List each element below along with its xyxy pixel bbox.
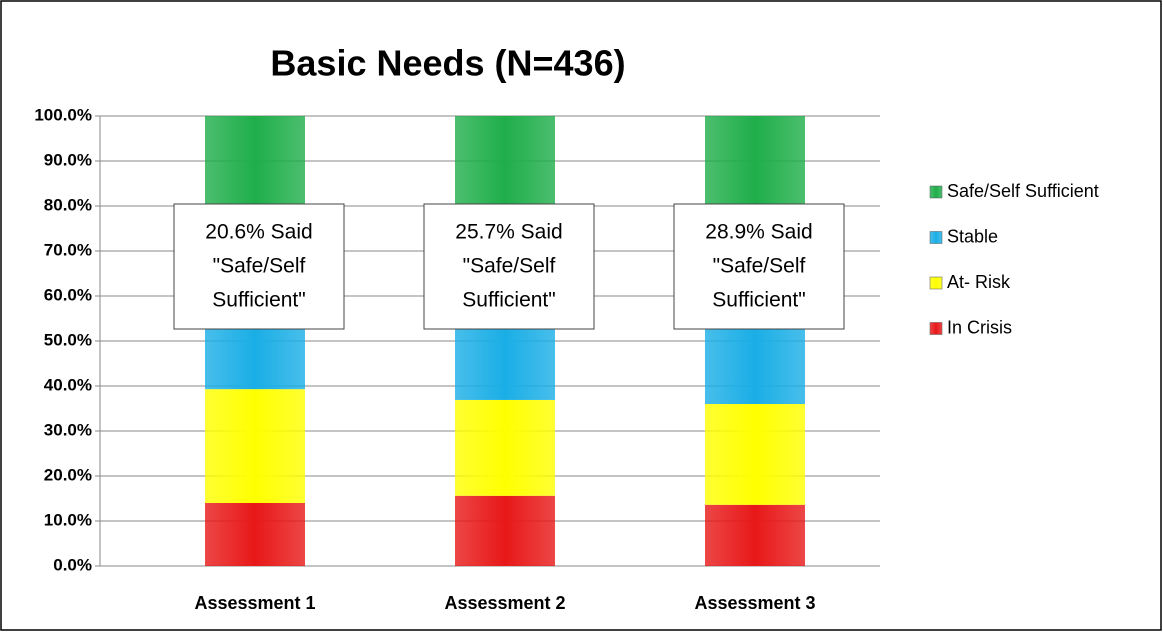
annotation-text: Sufficient": [712, 289, 805, 312]
legend-swatch: [929, 276, 943, 290]
annotation-box: [673, 203, 845, 330]
legend-swatch: [929, 185, 943, 199]
y-tick-label: 90.0%: [44, 150, 92, 169]
x-tick-label: Assessment 2: [444, 593, 565, 613]
y-tick-label: 40.0%: [44, 375, 92, 394]
bar-segment: [205, 503, 305, 566]
y-tick-label: 80.0%: [44, 195, 92, 214]
annotation-text: "Safe/Self: [213, 255, 306, 278]
bar-segment: [205, 389, 305, 503]
annotation-text: "Safe/Self: [713, 255, 806, 278]
x-tick-label: Assessment 1: [194, 593, 315, 613]
y-tick-label: 60.0%: [44, 285, 92, 304]
annotation-text: Sufficient": [462, 289, 555, 312]
y-tick-label: 30.0%: [44, 420, 92, 439]
bar-segment: [455, 495, 555, 566]
y-tick-label: 20.0%: [44, 465, 92, 484]
y-tick-label: 100.0%: [34, 105, 92, 124]
y-tick-label: 0.0%: [53, 555, 92, 574]
legend-label: Safe/Self Sufficient: [947, 181, 1099, 201]
annotation-box: [173, 203, 345, 330]
annotation-text: Sufficient": [212, 289, 305, 312]
y-tick-label: 10.0%: [44, 510, 92, 529]
chart-title: Basic Needs (N=436): [270, 43, 625, 84]
annotation-box: [423, 203, 595, 330]
legend-label: In Crisis: [947, 317, 1012, 337]
bar-segment: [705, 404, 805, 505]
annotation-text: 25.7% Said: [455, 221, 562, 244]
x-tick-label: Assessment 3: [694, 593, 815, 613]
legend-swatch: [929, 231, 943, 244]
annotation-text: 20.6% Said: [205, 221, 312, 244]
bar-segment: [205, 116, 305, 209]
y-tick-label: 50.0%: [44, 330, 92, 349]
y-tick-label: 70.0%: [44, 240, 92, 259]
legend-swatch: [929, 322, 943, 335]
bar-segment: [705, 504, 805, 566]
legend-label: Stable: [947, 226, 998, 246]
annotation-text: 28.9% Said: [705, 221, 812, 244]
legend-label: At- Risk: [947, 272, 1011, 292]
annotation-text: "Safe/Self: [463, 255, 556, 278]
bar-segment: [455, 399, 555, 496]
